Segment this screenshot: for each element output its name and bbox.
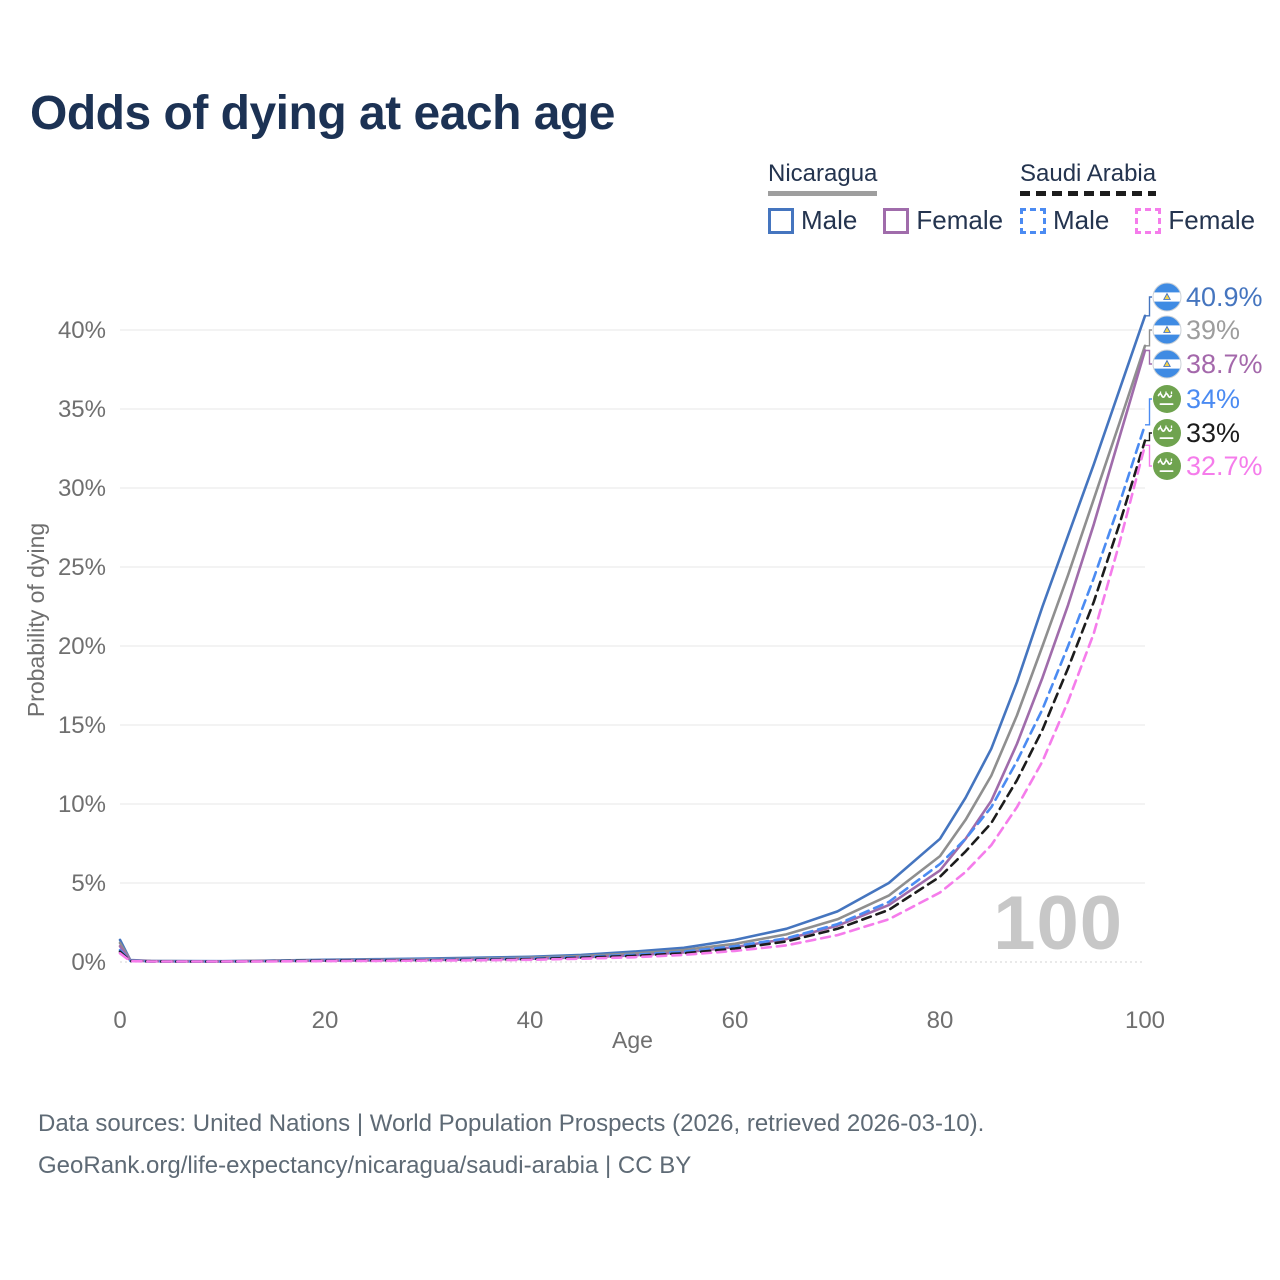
nicaragua-male-swatch-icon: [768, 207, 794, 234]
y-tick-label: 30%: [58, 475, 106, 502]
legend-country-label: Nicaragua: [768, 160, 878, 187]
end-label-connector-saudi-arabia-male: [1145, 398, 1152, 426]
end-label-connector-saudi-arabia-female: [1145, 444, 1152, 467]
legend-item-nicaragua-male[interactable]: Male: [768, 205, 857, 236]
end-label-connector-saudi-arabia-both-sexes: [1145, 432, 1152, 442]
saudi-arabia-flag-icon: [1153, 419, 1181, 447]
end-value-label-nicaragua-male: 40.9%: [1186, 282, 1263, 312]
end-value-label-saudi-arabia-female: 32.7%: [1186, 451, 1263, 481]
end-value-label-nicaragua-both-sexes: 39%: [1186, 315, 1240, 345]
legend-item-label: Male: [801, 205, 858, 235]
series-line-nicaragua-female[interactable]: [118, 349, 1147, 963]
saudi-arabia-male-swatch-icon: [1020, 207, 1046, 234]
end-label-connector-nicaragua-female: [1145, 349, 1152, 365]
nicaragua-flag-icon: [1152, 282, 1182, 312]
x-tick-label: 60: [722, 1007, 749, 1034]
legend-item-nicaragua-female[interactable]: Female: [883, 205, 1003, 236]
x-tick-label: 100: [1125, 1007, 1165, 1034]
series-line-saudi-arabia-female[interactable]: [118, 444, 1147, 963]
saudi-arabia-dashed-underline: [1020, 191, 1157, 196]
legend-item-saudi-arabia-male[interactable]: Male: [1020, 205, 1109, 236]
attribution-text: GeoRank.org/life-expectancy/nicaragua/sa…: [38, 1152, 692, 1179]
legend-group-nicaragua: Nicaragua Male Female: [768, 160, 1003, 236]
end-value-label-saudi-arabia-male: 34%: [1186, 384, 1240, 414]
x-tick-label: 40: [517, 1007, 544, 1034]
legend-item-label: Male: [1053, 205, 1110, 235]
y-tick-label: 15%: [58, 712, 106, 739]
page-title: Odds of dying at each age: [30, 87, 615, 140]
legend-country-saudi-arabia: Saudi Arabia: [1020, 160, 1157, 196]
x-tick-label: 0: [113, 1007, 126, 1034]
series-line-nicaragua-male[interactable]: [118, 314, 1147, 963]
nicaragua-flag-icon: [1152, 349, 1182, 379]
series-line-nicaragua-both-sexes[interactable]: [118, 344, 1147, 963]
nicaragua-female-swatch-icon: [883, 207, 910, 234]
end-label-connector-nicaragua-both-sexes: [1145, 329, 1152, 347]
legend-group-saudi-arabia: Saudi Arabia Male Female: [1020, 160, 1255, 236]
legend-country-label: Saudi Arabia: [1020, 160, 1157, 187]
end-value-label-saudi-arabia-both-sexes: 33%: [1186, 418, 1240, 448]
y-axis-title: Probability of dying: [23, 523, 49, 717]
end-label-connector-nicaragua-male: [1145, 296, 1152, 317]
end-value-label-nicaragua-female: 38.7%: [1186, 349, 1263, 379]
nicaragua-flag-icon: [1152, 315, 1182, 345]
saudi-arabia-female-swatch-icon: [1135, 207, 1162, 234]
y-tick-label: 0%: [71, 949, 106, 976]
y-tick-label: 35%: [58, 396, 106, 423]
y-tick-label: 20%: [58, 633, 106, 660]
x-tick-label: 80: [927, 1007, 954, 1034]
saudi-arabia-flag-icon: [1153, 385, 1181, 413]
y-tick-label: 40%: [58, 317, 106, 344]
y-tick-label: 10%: [58, 791, 106, 818]
legend-country-nicaragua: Nicaragua: [768, 160, 878, 196]
y-tick-label: 25%: [58, 554, 106, 581]
legend-item-saudi-arabia-female[interactable]: Female: [1135, 205, 1255, 236]
x-axis-title: Age: [612, 1027, 653, 1053]
data-sources-text: Data sources: United Nations | World Pop…: [38, 1110, 985, 1137]
legend-item-label: Female: [1168, 205, 1256, 235]
footer: Data sources: United Nations | World Pop…: [38, 1103, 984, 1187]
line-chart: 0% 5% 10% 15% 20% 25% 30% 35% 40% 0 20 40 60 80 100 Age…: [23, 282, 1263, 1053]
legend-item-label: Female: [916, 205, 1004, 235]
x-tick-label: 20: [312, 1007, 339, 1034]
age-watermark: 100: [993, 881, 1123, 966]
saudi-arabia-flag-icon: [1153, 452, 1181, 480]
y-tick-label: 5%: [71, 870, 106, 897]
nicaragua-solid-underline: [768, 191, 878, 196]
series-line-saudi-arabia-male[interactable]: [118, 423, 1147, 963]
